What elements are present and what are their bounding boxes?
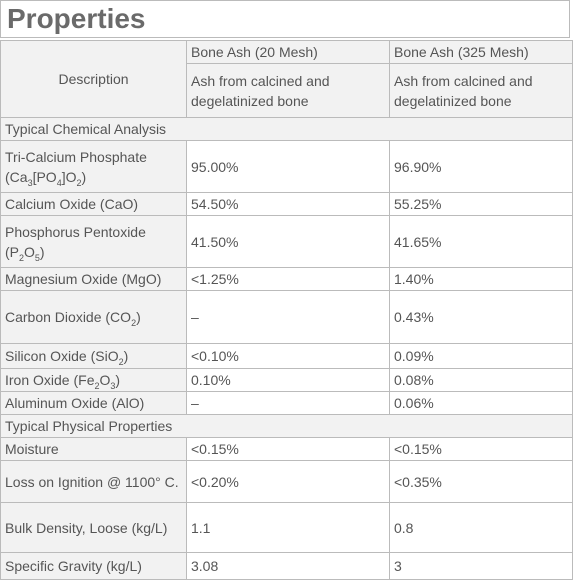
table-row: Calcium Oxide (CaO) 54.50% 55.25% bbox=[0, 192, 573, 216]
row-label: Moisture bbox=[0, 437, 187, 461]
description-20-mesh: Ash from calcined and degelatinized bone bbox=[186, 63, 390, 118]
value-325-mesh: <0.35% bbox=[389, 460, 573, 503]
value-20-mesh: 95.00% bbox=[186, 140, 390, 193]
value-325-mesh: <0.15% bbox=[389, 437, 573, 461]
table-row: Aluminum Oxide (AlO) – 0.06% bbox=[0, 391, 573, 415]
row-label: Aluminum Oxide (AlO) bbox=[0, 391, 187, 415]
value-325-mesh: 0.09% bbox=[389, 343, 573, 369]
value-20-mesh: 3.08 bbox=[186, 552, 390, 580]
value-325-mesh: 1.40% bbox=[389, 267, 573, 291]
value-20-mesh: – bbox=[186, 290, 390, 344]
section-physical-title: Typical Physical Properties bbox=[0, 414, 573, 438]
value-20-mesh: 0.10% bbox=[186, 368, 390, 392]
value-325-mesh: 0.8 bbox=[389, 502, 573, 553]
table-row: Bulk Density, Loose (kg/L) 1.1 0.8 bbox=[0, 502, 573, 553]
value-325-mesh: 96.90% bbox=[389, 140, 573, 193]
column-header-20-mesh: Bone Ash (20 Mesh) bbox=[186, 40, 390, 64]
header-row: Description Bone Ash (20 Mesh) Bone Ash … bbox=[0, 40, 573, 118]
table-row: Carbon Dioxide (CO2) – 0.43% bbox=[0, 290, 573, 344]
description-row: Ash from calcined and degelatinized bone… bbox=[1, 63, 573, 118]
value-20-mesh: <0.15% bbox=[186, 437, 390, 461]
value-325-mesh: 55.25% bbox=[389, 192, 573, 216]
row-label: Phosphorus Pentoxide (P2O5) bbox=[0, 215, 187, 268]
row-label: Carbon Dioxide (CO2) bbox=[0, 290, 187, 344]
value-20-mesh: <0.20% bbox=[186, 460, 390, 503]
value-20-mesh: 54.50% bbox=[186, 192, 390, 216]
table-row: Loss on Ignition @ 1100° C. <0.20% <0.35… bbox=[0, 460, 573, 503]
value-325-mesh: 0.06% bbox=[389, 391, 573, 415]
row-label: Iron Oxide (Fe2O3) bbox=[0, 368, 187, 392]
row-label: Silicon Oxide (SiO2) bbox=[0, 343, 187, 369]
column-header-325-mesh: Bone Ash (325 Mesh) bbox=[389, 40, 573, 64]
row-label: Bulk Density, Loose (kg/L) bbox=[0, 502, 187, 553]
value-20-mesh: 41.50% bbox=[186, 215, 390, 268]
table-row: Silicon Oxide (SiO2) <0.10% 0.09% bbox=[0, 343, 573, 369]
table-row: Specific Gravity (kg/L) 3.08 3 bbox=[0, 552, 573, 580]
section-row: Typical Chemical Analysis bbox=[0, 117, 573, 141]
section-chemical-title: Typical Chemical Analysis bbox=[0, 117, 573, 141]
row-label: Magnesium Oxide (MgO) bbox=[0, 267, 187, 291]
page-title: Properties bbox=[0, 0, 570, 38]
table-row: Magnesium Oxide (MgO) <1.25% 1.40% bbox=[0, 267, 573, 291]
value-20-mesh: 1.1 bbox=[186, 502, 390, 553]
value-20-mesh: – bbox=[186, 391, 390, 415]
section-row: Typical Physical Properties bbox=[0, 414, 573, 438]
value-20-mesh: <1.25% bbox=[186, 267, 390, 291]
value-325-mesh: 3 bbox=[389, 552, 573, 580]
value-325-mesh: 0.08% bbox=[389, 368, 573, 392]
table-row: Iron Oxide (Fe2O3) 0.10% 0.08% bbox=[0, 368, 573, 392]
row-label: Calcium Oxide (CaO) bbox=[0, 192, 187, 216]
row-label: Loss on Ignition @ 1100° C. bbox=[0, 460, 187, 503]
row-label: Specific Gravity (kg/L) bbox=[0, 552, 187, 580]
value-325-mesh: 0.43% bbox=[389, 290, 573, 344]
properties-table: Description Bone Ash (20 Mesh) Bone Ash … bbox=[0, 40, 573, 580]
table-row: Tri-Calcium Phosphate (Ca3[PO4]O2) 95.00%… bbox=[0, 140, 573, 193]
table-row: Phosphorus Pentoxide (P2O5) 41.50% 41.65% bbox=[0, 215, 573, 268]
table-row: Moisture <0.15% <0.15% bbox=[0, 437, 573, 461]
description-325-mesh: Ash from calcined and degelatinized bone bbox=[389, 63, 573, 118]
value-20-mesh: <0.10% bbox=[186, 343, 390, 369]
row-label: Tri-Calcium Phosphate (Ca3[PO4]O2) bbox=[0, 140, 187, 193]
description-label: Description bbox=[0, 40, 187, 118]
value-325-mesh: 41.65% bbox=[389, 215, 573, 268]
